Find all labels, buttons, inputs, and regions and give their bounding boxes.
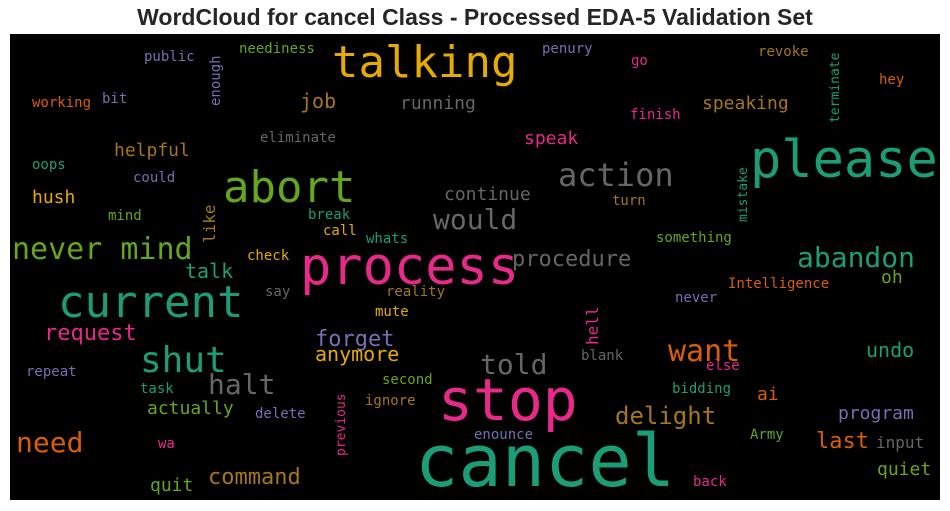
word-undo: undo bbox=[866, 338, 914, 362]
word-mistake: mistake bbox=[736, 167, 751, 222]
word-hell: hell bbox=[583, 306, 602, 345]
word-previous: previous bbox=[334, 393, 349, 456]
word-abandon: abandon bbox=[797, 241, 915, 274]
word-cancel: cancel bbox=[415, 419, 675, 500]
word-quit: quit bbox=[150, 475, 193, 496]
word-program: program bbox=[838, 403, 914, 424]
word-say: say bbox=[265, 284, 290, 300]
word-eliminate: eliminate bbox=[260, 130, 336, 146]
wordcloud-chart: cancelstopprocesspleasecurrentaborttalki… bbox=[10, 34, 940, 500]
word-quiet: quiet bbox=[877, 459, 931, 480]
word-check: check bbox=[247, 248, 290, 264]
word-finish: finish bbox=[630, 107, 681, 123]
word-shut: shut bbox=[140, 340, 227, 381]
word-mute: mute bbox=[375, 304, 409, 320]
word-army: Army bbox=[750, 427, 784, 443]
word-reality: reality bbox=[386, 284, 445, 300]
chart-title: WordCloud for cancel Class - Processed E… bbox=[137, 4, 813, 30]
word-job: job bbox=[300, 89, 336, 113]
word-forget: forget bbox=[315, 327, 394, 352]
word-wa: wa bbox=[158, 436, 175, 452]
word-helpful: helpful bbox=[114, 140, 190, 161]
word-break: break bbox=[308, 207, 351, 223]
word-want: want bbox=[668, 334, 740, 369]
word-turn: turn bbox=[612, 193, 646, 209]
word-go: go bbox=[631, 53, 648, 69]
word-delight: delight bbox=[615, 402, 716, 430]
word-talking: talking bbox=[332, 37, 517, 88]
word-hey: hey bbox=[879, 72, 904, 88]
word-last: last bbox=[816, 429, 869, 454]
word-actually: actually bbox=[147, 398, 234, 419]
word-speak: speak bbox=[524, 128, 578, 149]
word-mind: mind bbox=[108, 208, 142, 224]
word-input: input bbox=[876, 433, 924, 452]
word-oh: oh bbox=[881, 267, 903, 288]
word-second: second bbox=[382, 372, 433, 388]
wordcloud-background bbox=[10, 34, 940, 500]
word-whats: whats bbox=[366, 231, 408, 247]
word-else: else bbox=[706, 358, 740, 374]
word-process: process bbox=[300, 237, 519, 297]
word-blank: blank bbox=[581, 348, 624, 364]
word-would: would bbox=[433, 203, 517, 236]
word-halt: halt bbox=[208, 368, 275, 401]
word-stop: stop bbox=[438, 366, 578, 434]
word-like: like bbox=[200, 204, 219, 243]
word-hush: hush bbox=[32, 187, 75, 208]
word-ignore: ignore bbox=[365, 393, 416, 409]
word-repeat: repeat bbox=[26, 364, 77, 380]
word-command: command bbox=[208, 465, 301, 490]
word-request: request bbox=[44, 321, 137, 346]
word-bidding: bidding bbox=[672, 381, 731, 397]
words-layer: cancelstopprocesspleasecurrentaborttalki… bbox=[12, 37, 938, 500]
word-never-mind: never mind bbox=[12, 232, 193, 267]
word-never: never bbox=[675, 290, 717, 306]
word-something: something bbox=[656, 230, 732, 246]
word-action: action bbox=[558, 156, 674, 194]
word-oops: oops bbox=[32, 157, 66, 173]
word-call: call bbox=[323, 223, 357, 239]
word-need: need bbox=[16, 426, 83, 459]
word-intelligence: Intelligence bbox=[728, 276, 829, 292]
word-current: current bbox=[58, 277, 243, 328]
word-revoke: revoke bbox=[758, 44, 809, 60]
word-abort: abort bbox=[223, 162, 355, 213]
word-back: back bbox=[693, 474, 727, 490]
word-public: public bbox=[144, 49, 195, 65]
word-speaking: speaking bbox=[702, 93, 789, 114]
word-bit: bit bbox=[102, 91, 127, 107]
word-continue: continue bbox=[444, 184, 531, 205]
word-talk: talk bbox=[185, 259, 233, 283]
word-please: please bbox=[750, 130, 938, 190]
word-told: told bbox=[480, 348, 547, 381]
word-delete: delete bbox=[255, 406, 306, 422]
word-task: task bbox=[140, 381, 174, 397]
word-procedure: procedure bbox=[512, 247, 631, 272]
word-enounce: enounce bbox=[474, 427, 533, 443]
word-working: working bbox=[32, 95, 91, 111]
word-enough: enough bbox=[208, 55, 224, 106]
word-ai: ai bbox=[757, 384, 779, 405]
word-anymore: anymore bbox=[315, 342, 399, 366]
word-terminate: terminate bbox=[828, 52, 843, 123]
word-neediness: neediness bbox=[239, 41, 315, 57]
word-penury: penury bbox=[542, 41, 593, 57]
word-could: could bbox=[133, 170, 175, 186]
word-running: running bbox=[400, 93, 476, 114]
